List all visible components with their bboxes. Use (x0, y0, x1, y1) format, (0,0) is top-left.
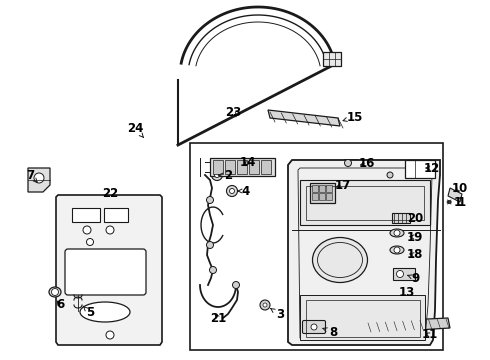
FancyBboxPatch shape (65, 249, 146, 295)
Polygon shape (300, 295, 425, 340)
Circle shape (232, 282, 240, 288)
Text: 1: 1 (447, 195, 466, 208)
Circle shape (229, 189, 235, 194)
Circle shape (394, 247, 400, 253)
Circle shape (396, 270, 403, 278)
Bar (237, 160, 247, 174)
Bar (249, 160, 259, 174)
Bar (213, 160, 223, 174)
Circle shape (344, 159, 351, 166)
Circle shape (106, 331, 114, 339)
Circle shape (226, 185, 238, 197)
Text: 16: 16 (359, 157, 375, 170)
Bar (190, 143, 443, 350)
Circle shape (210, 266, 217, 274)
Circle shape (311, 324, 317, 330)
Text: 1: 1 (447, 195, 462, 208)
Circle shape (260, 300, 270, 310)
Bar (72, 208, 100, 222)
Polygon shape (268, 110, 340, 126)
Circle shape (206, 197, 214, 203)
FancyBboxPatch shape (302, 320, 325, 333)
Text: 6: 6 (56, 298, 64, 311)
Bar (261, 160, 271, 174)
Circle shape (87, 239, 94, 246)
Text: 15: 15 (343, 111, 363, 123)
Circle shape (83, 226, 91, 234)
Circle shape (394, 230, 400, 236)
Ellipse shape (80, 302, 130, 322)
Polygon shape (448, 188, 462, 202)
Bar (326, 185, 332, 192)
Text: 10: 10 (452, 181, 468, 194)
Bar (392, 213, 410, 223)
Bar (405, 160, 435, 178)
Text: 23: 23 (225, 105, 241, 118)
Text: 19: 19 (407, 230, 423, 243)
Ellipse shape (313, 238, 368, 283)
Polygon shape (393, 268, 415, 280)
Text: 17: 17 (335, 179, 351, 192)
Circle shape (387, 172, 393, 178)
Text: 21: 21 (210, 311, 226, 324)
Text: 3: 3 (270, 309, 284, 321)
Text: 24: 24 (127, 122, 144, 138)
Text: 11: 11 (422, 328, 438, 342)
Bar (225, 160, 235, 174)
Ellipse shape (390, 229, 404, 237)
Bar (312, 193, 318, 200)
Polygon shape (28, 168, 50, 192)
Bar (310, 183, 335, 203)
Ellipse shape (390, 246, 404, 254)
Bar (319, 185, 325, 192)
Circle shape (263, 303, 267, 307)
Circle shape (212, 170, 222, 180)
Circle shape (34, 173, 44, 183)
Text: 4: 4 (238, 185, 250, 198)
Polygon shape (300, 180, 430, 225)
Ellipse shape (49, 287, 61, 297)
Circle shape (106, 226, 114, 234)
Text: 7: 7 (26, 168, 37, 182)
Text: 8: 8 (323, 325, 337, 338)
Text: 14: 14 (240, 156, 256, 168)
Circle shape (51, 288, 58, 296)
Text: 13: 13 (399, 287, 415, 300)
Text: 9: 9 (408, 271, 419, 284)
Polygon shape (365, 318, 450, 333)
Bar (326, 193, 332, 200)
Circle shape (215, 172, 220, 177)
Bar (312, 185, 318, 192)
Bar (104, 208, 128, 222)
Text: 12: 12 (424, 162, 440, 175)
Text: 5: 5 (83, 306, 94, 320)
Text: 22: 22 (102, 186, 118, 199)
Bar (210, 158, 275, 176)
Bar (323, 52, 341, 66)
Text: 2: 2 (219, 168, 232, 181)
Text: 18: 18 (407, 248, 423, 261)
Circle shape (206, 242, 214, 248)
Text: 20: 20 (407, 212, 423, 225)
Polygon shape (56, 195, 162, 345)
Polygon shape (288, 160, 440, 345)
Bar (319, 193, 325, 200)
